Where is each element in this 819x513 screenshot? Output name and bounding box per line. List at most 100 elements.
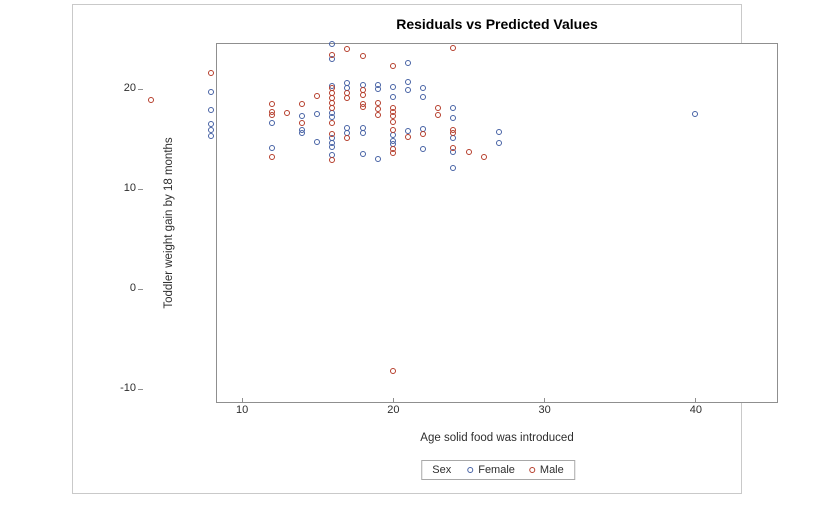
legend-entry-label: Female [478,464,515,476]
data-point-male [147,96,154,103]
data-point-female [208,88,215,95]
data-point-male [299,100,306,107]
data-point-male [283,109,290,116]
data-point-male [374,105,381,112]
chart-title: Residuals vs Predicted Values [396,16,598,32]
data-point-female [329,143,336,150]
data-point-female [420,93,427,100]
data-point-female [420,145,427,152]
data-point-male [374,99,381,106]
data-point-female [389,93,396,100]
legend-item-female: Female [467,464,515,476]
data-point-male [389,62,396,69]
data-point-male [450,129,457,136]
data-point-female [389,83,396,90]
data-point-female [359,150,366,157]
y-tick-label: 0 [129,282,136,294]
data-point-female [404,86,411,93]
data-point-female [404,78,411,85]
data-point-male [435,111,442,118]
data-point-female [692,110,699,117]
data-point-female [208,132,215,139]
data-point-female [359,129,366,136]
legend-female-marker-icon [467,467,474,473]
data-point-male [344,134,351,141]
data-point-male [268,111,275,118]
data-point-male [329,130,336,137]
y-tick-mark [138,188,143,190]
data-point-male [329,104,336,111]
data-point-male [404,133,411,140]
y-tick-mark [138,88,143,90]
data-point-male [374,111,381,118]
data-point-female [450,114,457,121]
x-tick-mark [544,398,546,403]
data-point-male [268,153,275,160]
data-point-female [404,127,411,134]
data-point-female [208,120,215,127]
data-point-female [208,126,215,133]
x-axis-label: Age solid food was introduced [420,432,574,444]
data-point-female [329,113,336,120]
data-point-female [299,129,306,136]
data-point-male [299,119,306,126]
data-point-male [389,149,396,156]
data-point-male [480,153,487,160]
data-point-male [344,45,351,52]
legend-entries: Female Male [467,464,564,476]
x-tick-mark [695,398,697,403]
data-point-female [420,84,427,91]
x-tick-mark [392,398,394,403]
data-point-male [329,51,336,58]
data-point-female [450,104,457,111]
data-point-male [344,94,351,101]
data-point-male [329,156,336,163]
data-point-male [359,91,366,98]
x-tick-mark [241,398,243,403]
data-point-female [329,40,336,47]
y-tick-label: -10 [120,382,136,394]
data-point-male [389,118,396,125]
legend-item-male: Male [528,464,564,476]
y-tick-mark [138,288,143,290]
data-point-female [374,155,381,162]
data-point-male [389,112,396,119]
data-point-female [374,85,381,92]
y-tick-mark [138,388,143,390]
data-point-female [450,164,457,171]
data-point-male [450,144,457,151]
data-point-male [420,130,427,137]
x-tick-label: 40 [689,404,703,416]
y-tick-label: 10 [123,182,136,194]
data-point-male [359,103,366,110]
y-axis-label: Toddler weight gain by 18 months [163,137,175,309]
x-tick-label: 20 [387,404,400,416]
results-panel: Residuals vs Predicted Values Toddler we… [72,4,778,494]
data-point-male [329,119,336,126]
plot-area [216,43,778,403]
data-point-female [268,144,275,151]
legend-title: Sex [432,464,452,476]
data-point-female [495,139,502,146]
data-point-female [404,59,411,66]
legend: Sex Female Male [421,460,575,480]
data-point-female [268,119,275,126]
data-point-male [389,367,396,374]
data-point-male [208,69,215,76]
data-point-male [359,52,366,59]
data-point-female [495,128,502,135]
x-tick-label: 10 [235,404,249,416]
data-point-male [435,104,442,111]
data-point-female [314,110,321,117]
data-point-female [299,112,306,119]
data-point-male [389,126,396,133]
data-point-female [314,138,321,145]
data-point-male [450,44,457,51]
x-tick-label: 30 [538,404,551,416]
data-point-male [268,100,275,107]
legend-male-marker-icon [528,467,535,473]
data-point-female [208,106,215,113]
data-point-male [465,148,472,155]
legend-entry-label: Male [539,464,564,476]
